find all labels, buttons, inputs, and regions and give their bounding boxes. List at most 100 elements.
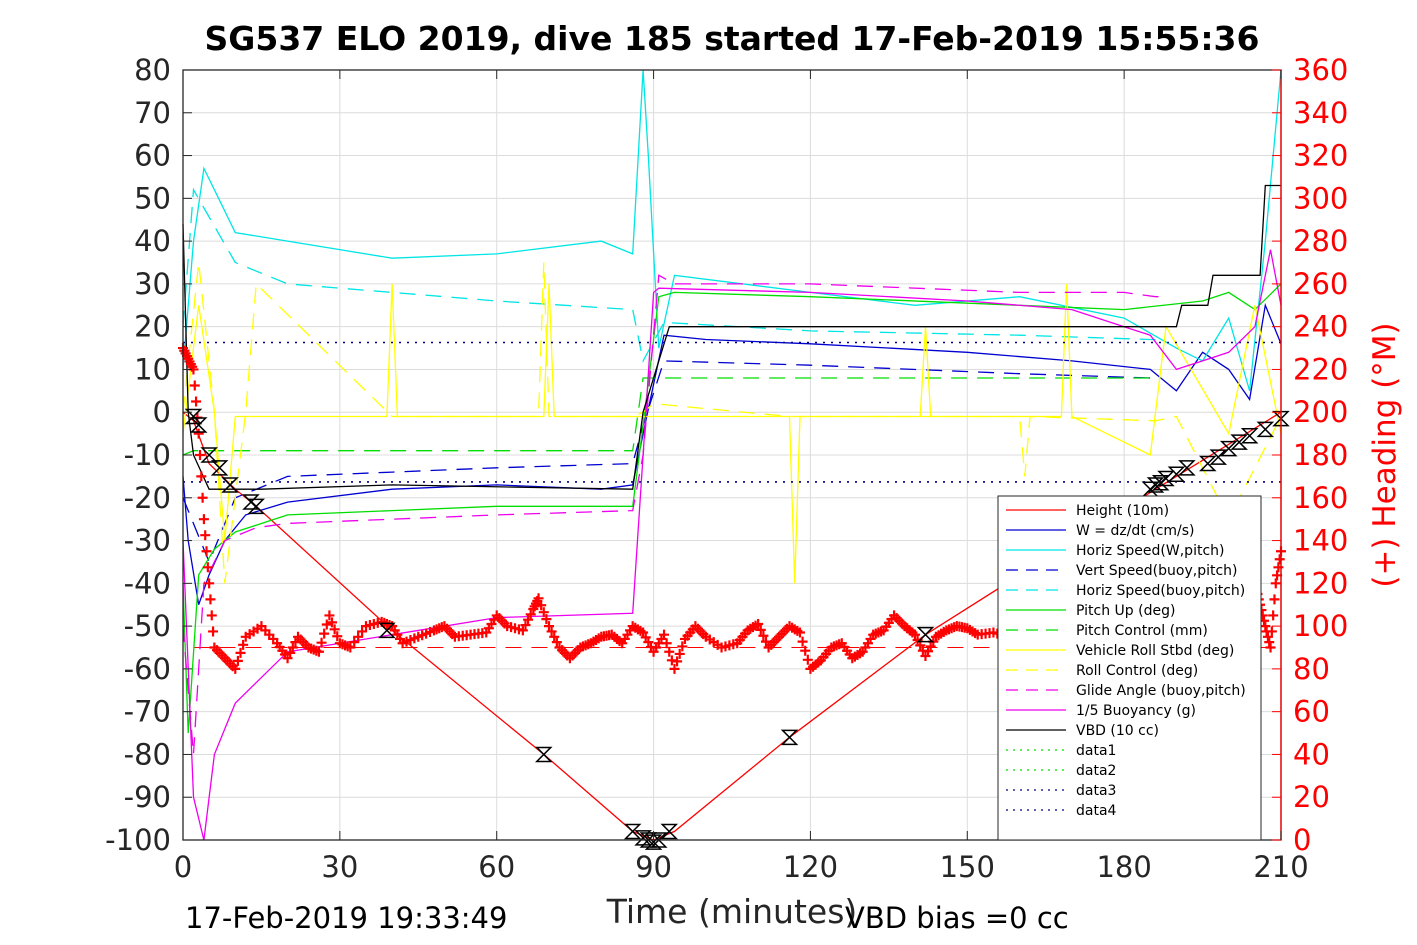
dive-marker bbox=[660, 823, 679, 840]
y2-tick-label: 80 bbox=[1293, 652, 1330, 686]
legend-label-4: Horiz Speed(buoy,pitch) bbox=[1076, 583, 1245, 599]
y-tick-label: -10 bbox=[124, 438, 171, 472]
heading-point bbox=[669, 663, 680, 674]
dive-marker bbox=[1240, 428, 1259, 444]
series-line-8 bbox=[182, 262, 1282, 584]
y-tick-label: -100 bbox=[105, 823, 171, 857]
y2-tick-label: 140 bbox=[1293, 524, 1348, 558]
footer-timestamp: 17-Feb-2019 19:33:49 bbox=[185, 901, 507, 935]
y-tick-label: -60 bbox=[124, 652, 171, 686]
x-tick-label: 150 bbox=[940, 850, 995, 884]
heading-point bbox=[194, 450, 205, 460]
y-tick-label: 0 bbox=[153, 395, 171, 429]
legend-label-7: Vehicle Roll Stbd (deg) bbox=[1076, 643, 1234, 659]
left-y-axis: 80 70 60 50 40 30 20 10 0 -10 -20 -30 -40 -50 -60 -70 -8… bbox=[105, 53, 192, 857]
series-line-4 bbox=[182, 187, 1156, 363]
dive-marker bbox=[1198, 455, 1217, 472]
y2-tick-label: 180 bbox=[1293, 438, 1348, 472]
dive-marker bbox=[1157, 470, 1175, 487]
heading-point bbox=[238, 639, 249, 650]
y-tick-label: 20 bbox=[134, 310, 171, 344]
dive-marker bbox=[247, 498, 266, 515]
dive-marker bbox=[1146, 477, 1165, 493]
marker-layer bbox=[184, 408, 1290, 850]
dive-marker bbox=[378, 622, 396, 639]
heading-point-end bbox=[1264, 637, 1275, 648]
heading-point bbox=[910, 629, 920, 640]
heading-point bbox=[517, 625, 528, 636]
dive-marker bbox=[780, 729, 799, 746]
dive-marker bbox=[210, 460, 229, 476]
heading-point bbox=[357, 626, 368, 637]
heading-point bbox=[232, 655, 243, 666]
series-line-11 bbox=[182, 184, 1281, 490]
chart-title: SG537 ELO 2019, dive 185 started 17-Feb-… bbox=[205, 19, 1260, 58]
heading-point bbox=[282, 653, 293, 664]
dive-marker bbox=[639, 832, 658, 848]
series-line-0 bbox=[182, 411, 1282, 841]
heading-point-end bbox=[1268, 610, 1279, 621]
heading-point bbox=[191, 396, 202, 407]
heading-point bbox=[349, 637, 360, 648]
heading-point bbox=[327, 617, 338, 628]
y2-tick-label: 300 bbox=[1293, 181, 1348, 215]
dive-marker bbox=[916, 626, 935, 643]
heading-point bbox=[204, 578, 215, 589]
heading-point bbox=[319, 628, 330, 639]
heading-point-end bbox=[1262, 631, 1273, 642]
heading-point-end bbox=[1266, 626, 1277, 637]
legend-label-12: data1 bbox=[1076, 743, 1116, 759]
heading-point bbox=[541, 614, 552, 625]
y-tick-label: -70 bbox=[124, 695, 171, 729]
legend-label-8: Roll Control (deg) bbox=[1076, 663, 1198, 679]
x-tick-label: 90 bbox=[635, 850, 672, 884]
series-line-2 bbox=[182, 69, 1282, 391]
heading-point bbox=[546, 626, 557, 637]
heading-point bbox=[205, 594, 216, 605]
heading-point bbox=[523, 614, 534, 625]
heading-point-end bbox=[1269, 594, 1280, 605]
heading-point-end bbox=[1260, 621, 1271, 632]
heading-point-end bbox=[1273, 562, 1284, 573]
right-y-axis-label: (+) Heading (°M) bbox=[1367, 322, 1403, 587]
y2-tick-label: 320 bbox=[1293, 139, 1348, 173]
x-axis-label: Time (minutes) bbox=[606, 892, 858, 931]
y-tick-label: 60 bbox=[134, 139, 171, 173]
y-tick-label: 30 bbox=[134, 267, 171, 301]
legend-label-2: Horiz Speed(W,pitch) bbox=[1076, 543, 1224, 559]
heading-point bbox=[201, 546, 212, 557]
y-tick-label: -30 bbox=[124, 524, 171, 558]
heading-point bbox=[198, 514, 209, 525]
heading-point bbox=[536, 600, 547, 611]
y-tick-label: -80 bbox=[124, 737, 171, 771]
x-tick-label: 60 bbox=[478, 850, 515, 884]
heading-point bbox=[549, 631, 560, 642]
y-tick-label: 40 bbox=[134, 224, 171, 258]
y2-tick-label: 200 bbox=[1293, 395, 1348, 429]
heading-point bbox=[235, 647, 246, 658]
dive-marker bbox=[623, 823, 642, 840]
y-tick-label: 50 bbox=[134, 181, 171, 215]
y2-tick-label: 240 bbox=[1293, 310, 1348, 344]
legend-label-3: Vert Speed(buoy,pitch) bbox=[1076, 563, 1238, 579]
x-tick-label: 210 bbox=[1253, 850, 1308, 884]
y2-tick-label: 280 bbox=[1293, 224, 1348, 258]
y2-tick-label: 360 bbox=[1293, 53, 1348, 87]
heading-point bbox=[353, 631, 364, 642]
legend-label-9: Glide Angle (buoy,pitch) bbox=[1076, 683, 1246, 699]
x-tick-label: 180 bbox=[1096, 850, 1151, 884]
heading-point bbox=[324, 610, 335, 621]
legend-label-14: data3 bbox=[1076, 783, 1116, 799]
x-tick-label: 120 bbox=[783, 850, 838, 884]
dive-marker bbox=[644, 834, 663, 850]
heading-point bbox=[794, 627, 805, 638]
y-tick-label: 80 bbox=[134, 53, 171, 87]
heading-point-end bbox=[1274, 554, 1285, 565]
heading-point bbox=[202, 562, 213, 573]
dive-marker bbox=[1167, 466, 1186, 482]
dive-marker bbox=[221, 477, 239, 493]
footer-vbd-bias: VBD bias =0 cc bbox=[845, 901, 1069, 935]
heading-point bbox=[797, 636, 808, 647]
heading-point bbox=[661, 638, 672, 649]
